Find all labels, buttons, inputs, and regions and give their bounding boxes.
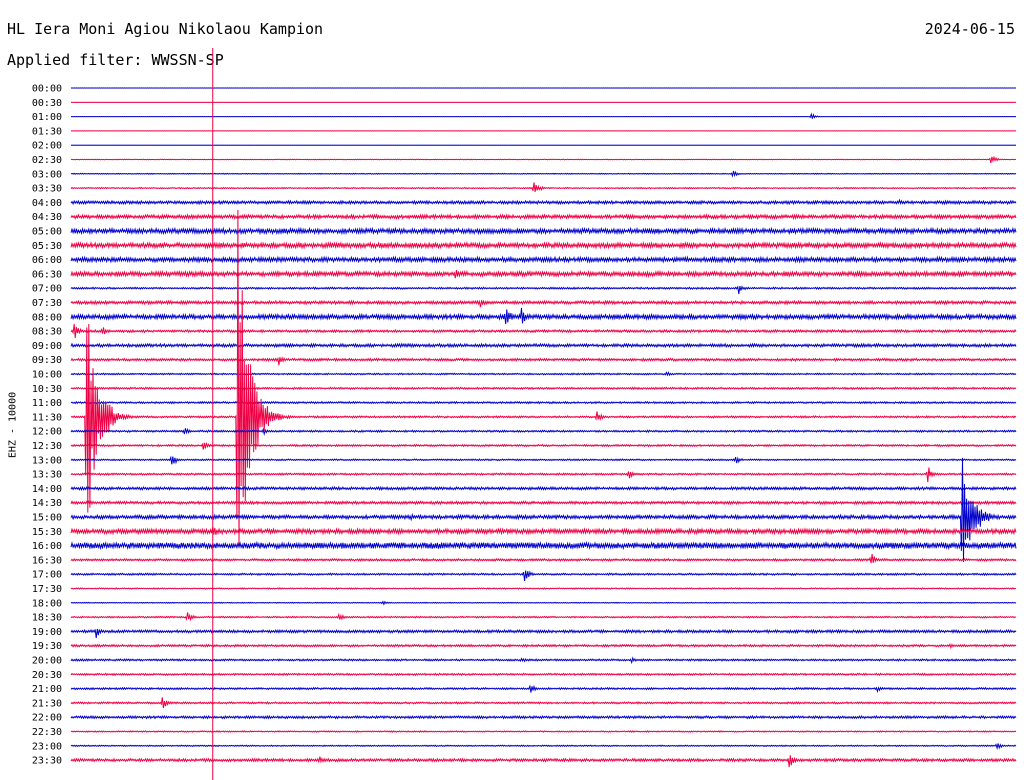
trace-line [70, 209, 1017, 548]
trace-line [70, 554, 1017, 564]
trace-line [70, 485, 1017, 491]
trace-line [70, 112, 1017, 119]
row-time-label: 22:00 [32, 713, 62, 724]
row-time-label: 10:00 [32, 370, 62, 381]
trace-line [70, 697, 1017, 709]
trace-line [70, 500, 1017, 506]
row-time-label: 09:30 [32, 355, 62, 366]
row-time-label: 06:00 [32, 255, 62, 266]
trace-line [70, 427, 1017, 436]
trace-line [70, 643, 1017, 650]
row-time-label: 10:30 [32, 384, 62, 395]
row-time-label: 03:30 [32, 184, 62, 195]
row-time-label: 12:00 [32, 427, 62, 438]
trace-line [70, 323, 1017, 339]
row-time-label: 16:30 [32, 555, 62, 566]
trace-line [70, 299, 1017, 308]
row-time-label: 04:30 [32, 212, 62, 223]
row-time-label: 02:00 [32, 141, 62, 152]
trace-line [70, 371, 1017, 377]
row-time-label: 11:30 [32, 412, 62, 423]
trace-line [70, 226, 1017, 236]
row-time-label: 15:00 [32, 513, 62, 524]
row-time-label: 01:00 [32, 112, 62, 123]
trace-line [70, 170, 1017, 178]
trace-line [70, 307, 1017, 325]
row-time-label: 01:30 [32, 126, 62, 137]
trace-line [70, 356, 1017, 366]
trace-line [70, 386, 1017, 391]
row-time-label: 08:30 [32, 327, 62, 338]
row-time-label: 14:00 [32, 484, 62, 495]
trace-line [70, 612, 1017, 622]
trace-line [70, 672, 1017, 677]
row-time-label: 07:00 [32, 284, 62, 295]
row-label-group: 00:00 00:30 01:00 01:30 02:00 02:30 03:00 03:30… [32, 84, 62, 767]
row-time-label: 21:30 [32, 698, 62, 709]
trace-line [70, 198, 1017, 206]
trace-line [70, 684, 1017, 694]
row-time-label: 20:00 [32, 656, 62, 667]
trace-line [70, 656, 1017, 665]
trace-line [70, 442, 1017, 450]
trace-line [70, 755, 1017, 768]
station-title: HL Iera Moni Agiou Nikolaou Kampion [7, 20, 324, 38]
row-time-label: 03:00 [32, 169, 62, 180]
trace-line [70, 600, 1017, 606]
row-time-label: 09:00 [32, 341, 62, 352]
trace-group [70, 87, 1017, 768]
row-time-label: 14:30 [32, 498, 62, 509]
trace-line [70, 457, 1017, 562]
trace-line [70, 730, 1017, 733]
trace-line [70, 714, 1017, 720]
trace-line [70, 400, 1017, 405]
trace-line [70, 587, 1017, 590]
row-time-label: 17:30 [32, 584, 62, 595]
trace-line [70, 455, 1017, 465]
row-time-label: 05:00 [32, 227, 62, 238]
row-time-label: 12:30 [32, 441, 62, 452]
row-time-label: 06:30 [32, 269, 62, 280]
trace-line [70, 155, 1017, 164]
row-time-label: 18:00 [32, 598, 62, 609]
row-time-label: 13:00 [32, 455, 62, 466]
trace-line [70, 255, 1017, 264]
row-time-label: 02:30 [32, 155, 62, 166]
row-time-label: 04:00 [32, 198, 62, 209]
row-time-label: 16:00 [32, 541, 62, 552]
trace-line [70, 240, 1017, 250]
row-time-label: 07:30 [32, 298, 62, 309]
row-time-label: 19:00 [32, 627, 62, 638]
trace-line [70, 182, 1017, 192]
trace-line [70, 540, 1017, 551]
row-time-label: 11:00 [32, 398, 62, 409]
trace-line [70, 570, 1017, 581]
row-time-label: 23:00 [32, 741, 62, 752]
row-time-label: 13:30 [32, 470, 62, 481]
trace-line [70, 213, 1017, 221]
row-time-label: 00:30 [32, 98, 62, 109]
row-time-label: 21:00 [32, 684, 62, 695]
trace-line [70, 628, 1017, 639]
trace-line [70, 342, 1017, 349]
row-time-label: 20:30 [32, 670, 62, 681]
row-time-label: 05:30 [32, 241, 62, 252]
date-label: 2024-06-15 [924, 20, 1015, 38]
trace-line [70, 743, 1017, 751]
trace-line [70, 285, 1017, 295]
row-time-label: 17:00 [32, 570, 62, 581]
row-time-label: 23:30 [32, 756, 62, 767]
row-time-label: 00:00 [32, 84, 62, 95]
row-time-label: 22:30 [32, 727, 62, 738]
row-time-label: 08:00 [32, 312, 62, 323]
row-time-label: 19:30 [32, 641, 62, 652]
filter-label: Applied filter: WWSSN-SP [7, 51, 224, 69]
row-time-label: 15:30 [32, 527, 62, 538]
trace-line [70, 467, 1017, 483]
row-time-label: 18:30 [32, 613, 62, 624]
trace-line [70, 269, 1017, 279]
trace-line [70, 527, 1017, 536]
